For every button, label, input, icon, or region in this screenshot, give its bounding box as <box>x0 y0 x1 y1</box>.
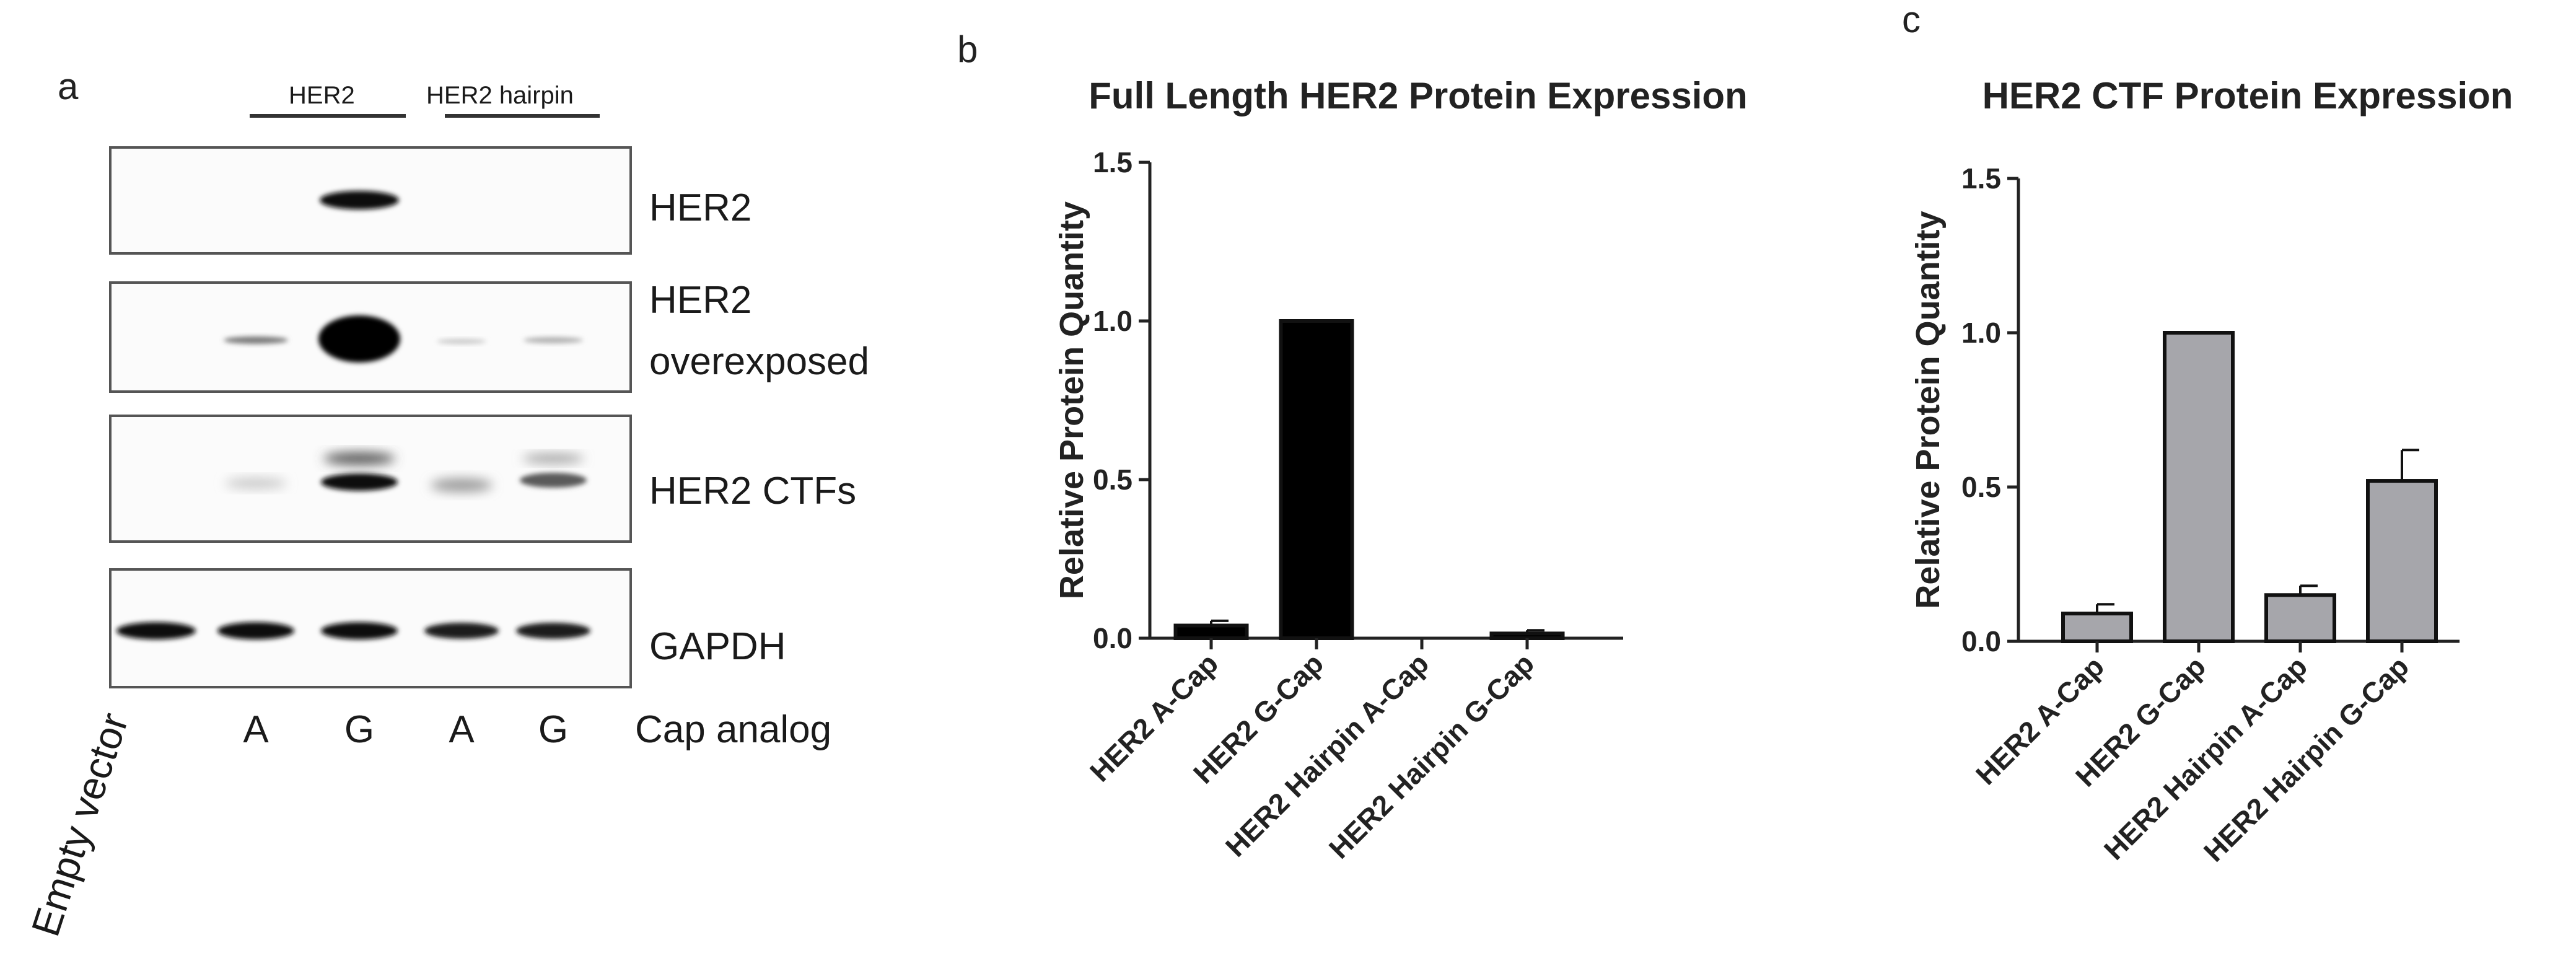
x-tick-label: HER2 Hairpin G-Cap <box>1323 647 1540 864</box>
band-gapdh-lane2 <box>217 622 294 639</box>
y-tick-label: 1.5 <box>1961 162 2001 195</box>
band-overexposed-lane2 <box>224 336 288 344</box>
row-label-overexposed-1: HER2 <box>649 279 751 322</box>
band-ctfs-lane4 <box>431 478 493 492</box>
band-overexposed-lane4 <box>437 339 486 344</box>
chart-her2-ctf: HER2 CTF Protein Expression 0.0 0.5 1.0 1.5 R… <box>1909 75 2513 868</box>
y-tick-label: 1.0 <box>1961 317 2001 349</box>
bar <box>2061 612 2133 643</box>
blot-gapdh <box>109 568 632 688</box>
row-label-ctfs: HER2 CTFs <box>649 470 856 512</box>
band-gapdh-lane5 <box>516 623 590 639</box>
y-axis-label: Relative Protein Quantity <box>1053 201 1090 599</box>
row-label-overexposed-2: overexposed <box>649 340 869 383</box>
lane-label-5: G <box>538 708 568 751</box>
y-tick-label: 0.5 <box>1093 463 1132 496</box>
y-tick-label: 0.5 <box>1961 471 2001 503</box>
y-tick-label: 1.5 <box>1093 146 1132 178</box>
lane-label-empty-vector: Empty vector <box>23 708 137 941</box>
lane-caption-cap-analog: Cap analog <box>635 708 831 751</box>
lane-label-4: A <box>449 708 475 751</box>
blot-her2 <box>109 146 632 255</box>
band-gapdh-lane1 <box>116 622 196 639</box>
bar <box>1279 319 1354 640</box>
band-overexposed-lane5 <box>524 337 583 343</box>
band-ctfs-lane3-upper <box>323 452 395 465</box>
lane-label-3: G <box>344 708 374 751</box>
bar <box>2264 593 2336 643</box>
bar <box>1489 631 1565 641</box>
panel-letter-a: a <box>58 66 79 107</box>
bar <box>2163 331 2235 643</box>
group-label-her2-hairpin: HER2 hairpin <box>426 82 574 109</box>
bar <box>2366 479 2438 643</box>
band-ctfs-lane5 <box>520 473 587 488</box>
band-ctfs-lane5-upper <box>522 454 584 463</box>
panel-letter-b: b <box>957 29 978 70</box>
row-label-gapdh: GAPDH <box>649 625 786 668</box>
y-tick-label: 1.0 <box>1093 305 1132 337</box>
band-ctfs-lane2 <box>225 478 287 488</box>
chart-title: HER2 CTF Protein Expression <box>1982 75 2513 116</box>
band-overexposed-lane3 <box>318 315 400 362</box>
chart-title: Full Length HER2 Protein Expression <box>1089 75 1747 116</box>
bar <box>1173 623 1249 641</box>
y-axis-label: Relative Protein Quantity <box>1909 211 1947 608</box>
y-tick-label: 0.0 <box>1961 625 2001 657</box>
lane-label-2: A <box>243 708 269 751</box>
group-label-her2: HER2 <box>289 82 355 109</box>
row-label-her2: HER2 <box>649 187 751 229</box>
blot-her2-ctfs <box>109 415 632 543</box>
panel-letter-c: c <box>1902 0 1921 40</box>
x-tick-label: HER2 Hairpin A-Cap <box>2098 650 2313 866</box>
band-ctfs-lane3 <box>321 473 398 491</box>
chart-full-length-her2: Full Length HER2 Protein Expression 0.0 0.… <box>1053 75 1748 865</box>
band-her2-lane3 <box>320 191 399 209</box>
band-gapdh-lane3 <box>321 622 398 639</box>
blot-her2-overexposed <box>109 281 632 393</box>
band-gapdh-lane4 <box>424 623 499 639</box>
y-tick-label: 0.0 <box>1093 622 1132 654</box>
x-tick-label: HER2 Hairpin A-Cap <box>1219 647 1435 863</box>
x-tick-label: HER2 Hairpin G-Cap <box>2197 650 2415 867</box>
